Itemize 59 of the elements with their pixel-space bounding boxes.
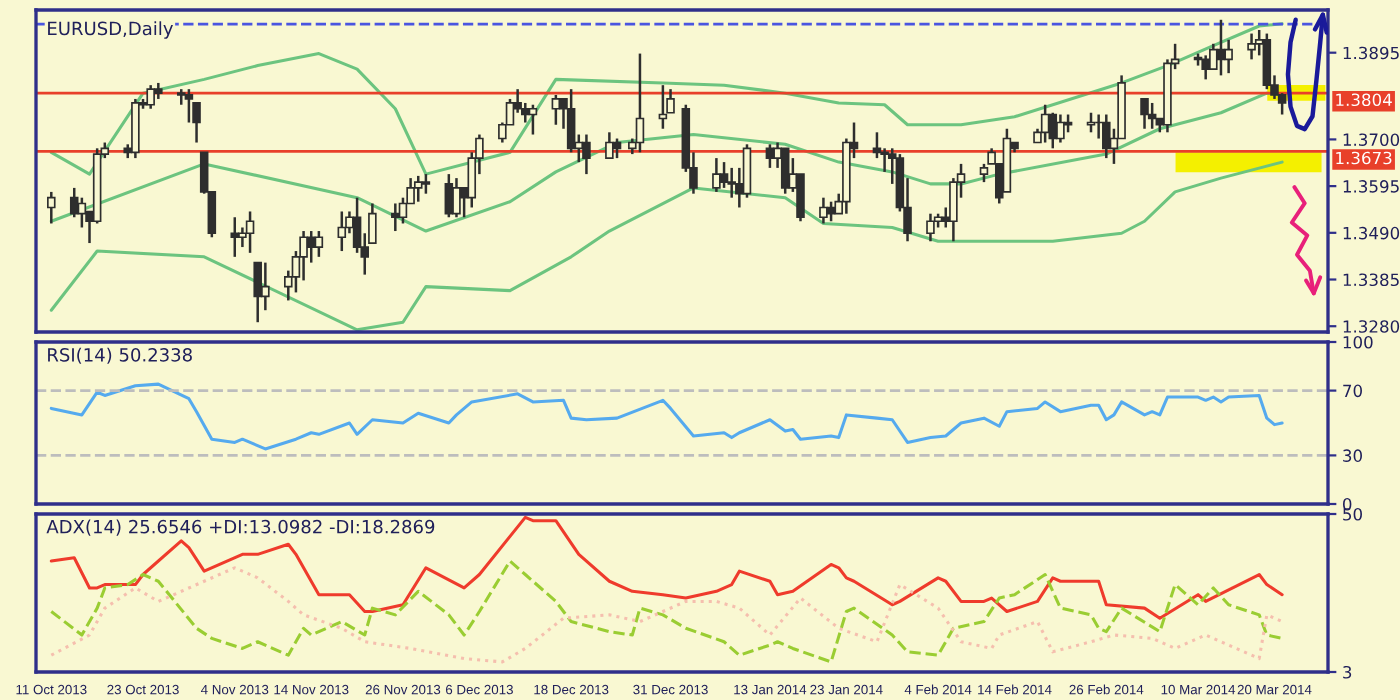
candlestick <box>306 229 316 264</box>
candlestick <box>612 137 622 160</box>
candlestick <box>1262 32 1272 91</box>
y-tick-label: 1.3280 <box>1343 320 1400 333</box>
candlestick <box>780 147 790 195</box>
candlestick <box>1201 54 1210 81</box>
y-tick-label: 30 <box>1343 449 1362 462</box>
candlestick <box>528 103 538 136</box>
ref-line-label: 1.3673 <box>1336 151 1392 165</box>
y-tick-label: 1.3895 <box>1343 46 1399 60</box>
candlestick <box>727 166 736 199</box>
chart-title: ADX(14) 25.6546 +DI:13.0982 -DI:18.2869 <box>46 519 435 536</box>
y-tick-label: 1.3385 <box>1343 273 1399 287</box>
y-tick-label: 1.3700 <box>1343 133 1400 146</box>
candlestick <box>712 156 721 194</box>
line-series <box>49 22 1284 176</box>
candlestick <box>819 196 828 225</box>
candlestick <box>719 160 729 190</box>
candlestick <box>146 83 155 110</box>
candlestick <box>1040 103 1050 144</box>
candlestick <box>566 87 576 154</box>
y-tick-label: 0 <box>1342 497 1352 511</box>
candlestick <box>1102 113 1111 160</box>
candlestick <box>337 210 347 253</box>
candlestick <box>184 87 194 124</box>
candlestick <box>635 52 645 154</box>
chart-title: RSI(14) 50.2338 <box>48 347 192 364</box>
y-tick-label: 50 <box>1343 507 1362 521</box>
candlestick <box>452 176 461 219</box>
y-tick-label: 1.3595 <box>1343 180 1399 193</box>
y-tick-label: 3 <box>1343 665 1352 679</box>
candlestick <box>1086 111 1096 134</box>
ref-line-label: 1.3804 <box>1336 93 1392 107</box>
candlestick <box>1056 113 1065 144</box>
candlestick <box>230 216 240 259</box>
line-series <box>49 160 1284 332</box>
candlestick <box>1247 32 1256 61</box>
candlestick <box>413 174 423 203</box>
y-tick-label: 100 <box>1343 335 1373 349</box>
candlestick <box>391 202 400 233</box>
candlestick <box>69 186 79 219</box>
y-tick-label: 70 <box>1343 384 1362 398</box>
line-series <box>49 382 1284 451</box>
y-tick-label: 1.3490 <box>1343 226 1400 240</box>
candlestick <box>47 190 56 225</box>
candlestick <box>245 210 255 255</box>
candlestick <box>314 229 324 259</box>
candlestick <box>926 212 935 243</box>
candlestick <box>742 143 752 199</box>
candlestick <box>261 261 270 312</box>
candlestick <box>253 261 262 324</box>
candlestick <box>421 172 431 195</box>
candlestick <box>1224 38 1233 75</box>
candlestick <box>77 196 87 229</box>
line-series <box>49 515 1284 620</box>
candlestick <box>1140 97 1149 130</box>
candlestick <box>605 131 614 160</box>
text: EURUSD,Daily <box>48 21 173 39</box>
candlestick <box>582 133 591 176</box>
